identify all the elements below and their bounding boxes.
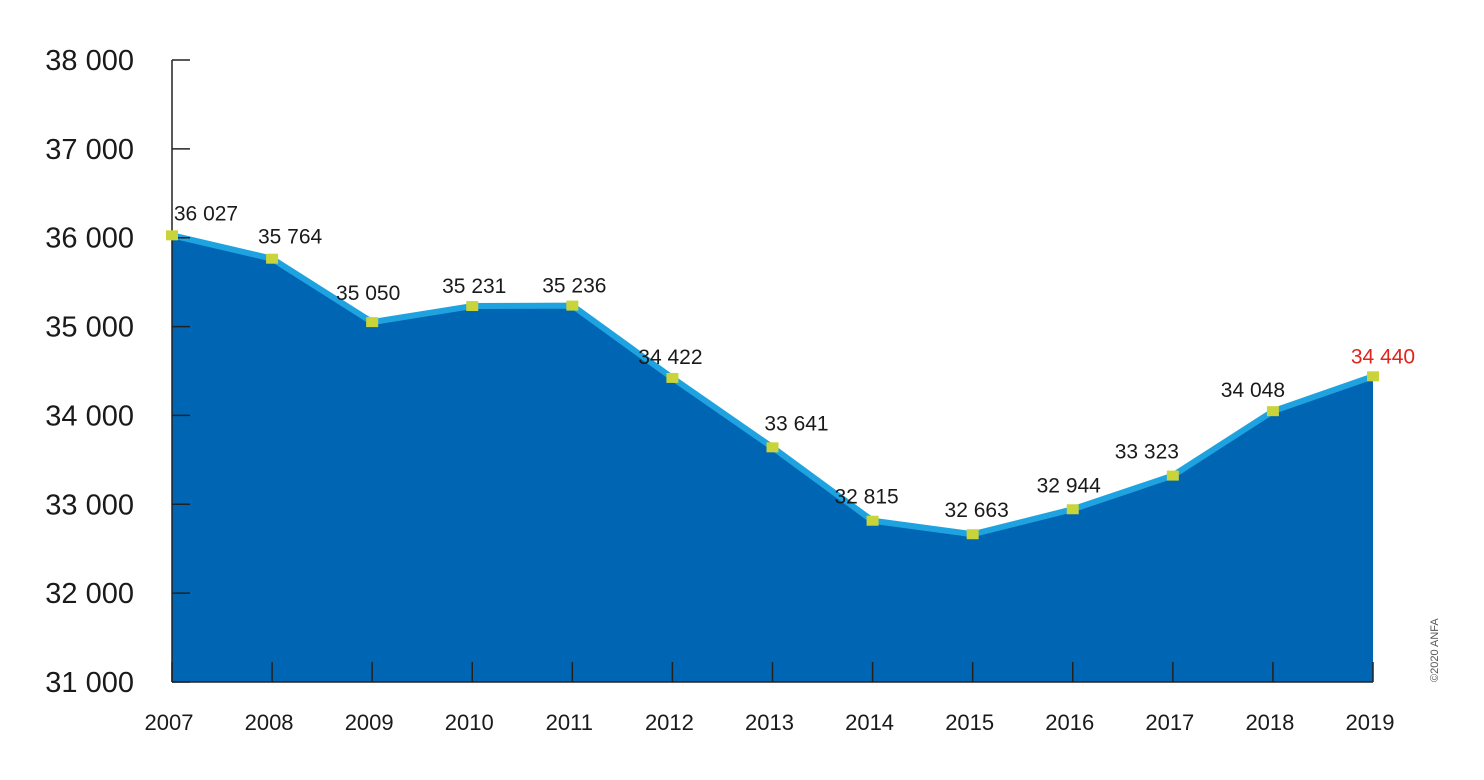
labels: 31 000 32 000 33 000 34 000 35 000 36 000 37 0…: [45, 45, 1415, 735]
y-tick-label: 38 000: [45, 45, 134, 77]
data-point: [1166, 470, 1179, 481]
x-tick-label: 2018: [1245, 710, 1294, 735]
data-label: 32 815: [834, 486, 898, 509]
x-tick-label: 2019: [1346, 710, 1395, 735]
x-tick-label: 2015: [945, 710, 994, 735]
data-label: 35 764: [258, 226, 323, 249]
y-tick-label: 36 000: [45, 223, 134, 255]
data-label-highlight: 34 440: [1351, 345, 1415, 368]
data-point: [1367, 371, 1379, 382]
x-tick-label: 2014: [845, 710, 894, 735]
x-tick-label: 2012: [645, 710, 694, 735]
data-label: 32 944: [1037, 474, 1102, 497]
data-label: 35 231: [442, 275, 506, 298]
data-point: [566, 300, 579, 311]
data-label: 36 027: [174, 202, 238, 225]
data-label: 34 422: [638, 346, 702, 369]
y-tick-label: 33 000: [45, 489, 134, 521]
data-point: [966, 529, 979, 540]
area-fill: [172, 235, 1373, 683]
markers: [166, 230, 1379, 540]
data-point: [866, 515, 879, 526]
data-label: 32 663: [945, 499, 1009, 522]
data-point: [1066, 504, 1079, 515]
copyright-credit: ©2020 ANFA: [1429, 618, 1441, 682]
data-point: [766, 442, 779, 453]
axes: [171, 59, 1374, 683]
y-tick-label: 35 000: [45, 312, 134, 344]
x-tick-label: 2011: [546, 710, 593, 735]
data-point: [1266, 406, 1279, 417]
x-tick-label: 2016: [1045, 710, 1094, 735]
data-point: [266, 253, 279, 264]
x-tick-label: 2009: [345, 710, 394, 735]
x-tick-label: 2017: [1145, 710, 1194, 735]
x-tick-label: 2007: [145, 710, 194, 735]
data-label: 33 641: [764, 412, 828, 435]
data-point: [366, 317, 379, 328]
x-tick-label: 2013: [745, 710, 794, 735]
data-point: [666, 372, 679, 383]
data-label: 35 050: [336, 282, 400, 305]
x-tick-label: 2010: [445, 710, 494, 735]
x-tick-label: 2008: [245, 710, 294, 735]
data-label: 33 323: [1115, 441, 1179, 464]
data-label: 34 048: [1221, 379, 1285, 402]
y-tick-label: 31 000: [45, 667, 134, 699]
y-tick-label: 37 000: [45, 134, 134, 166]
data-point: [166, 230, 178, 241]
data-label: 35 236: [542, 275, 606, 298]
y-tick-label: 34 000: [45, 400, 134, 432]
data-point: [466, 301, 479, 312]
y-tick-label: 32 000: [45, 578, 134, 610]
